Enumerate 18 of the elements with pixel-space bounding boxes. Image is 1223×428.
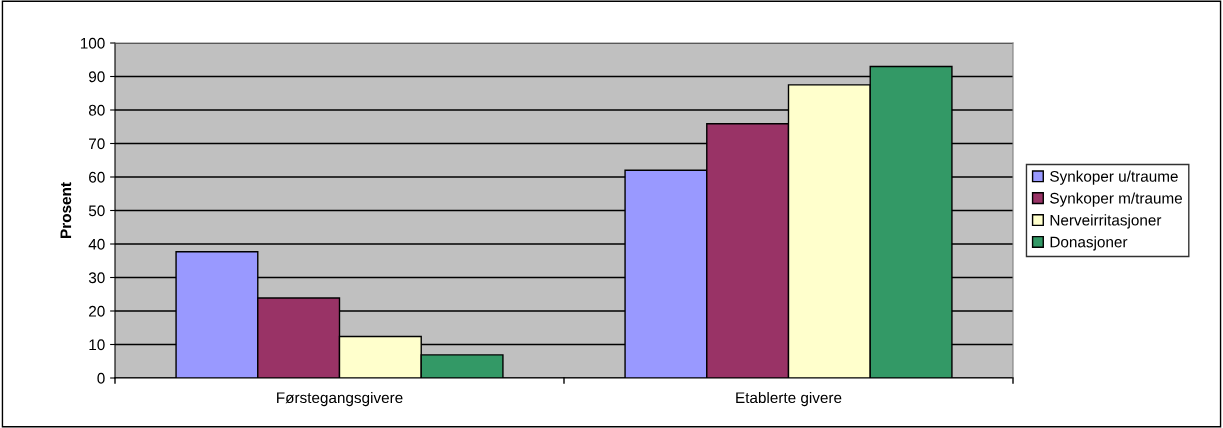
y-tick-label: 80	[88, 104, 105, 116]
y-tick-label: 20	[89, 305, 105, 317]
x-tick-label: Førstegangsgivere	[277, 391, 403, 407]
y-tick-label: 50	[88, 205, 105, 217]
legend-label: Nerveirritasjoner	[1050, 214, 1162, 229]
y-tick-label: 40	[88, 238, 105, 250]
legend-label: Synkoper m/traume	[1050, 192, 1183, 207]
y-axis-title: Prosent	[60, 182, 72, 238]
y-tick-label: 70	[89, 138, 105, 150]
y-tick-label: 0	[97, 372, 105, 384]
y-tick-label: 100	[80, 37, 105, 49]
legend-label: Donasjoner	[1050, 236, 1128, 251]
legend-label: Synkoper u/traume	[1050, 170, 1178, 185]
y-tick-label: 90	[89, 71, 105, 83]
y-tick-label: 30	[88, 272, 105, 284]
y-tick-label: 60	[89, 171, 105, 183]
x-tick-label: Etablerte givere	[736, 391, 842, 407]
y-tick-label: 10	[89, 339, 105, 351]
